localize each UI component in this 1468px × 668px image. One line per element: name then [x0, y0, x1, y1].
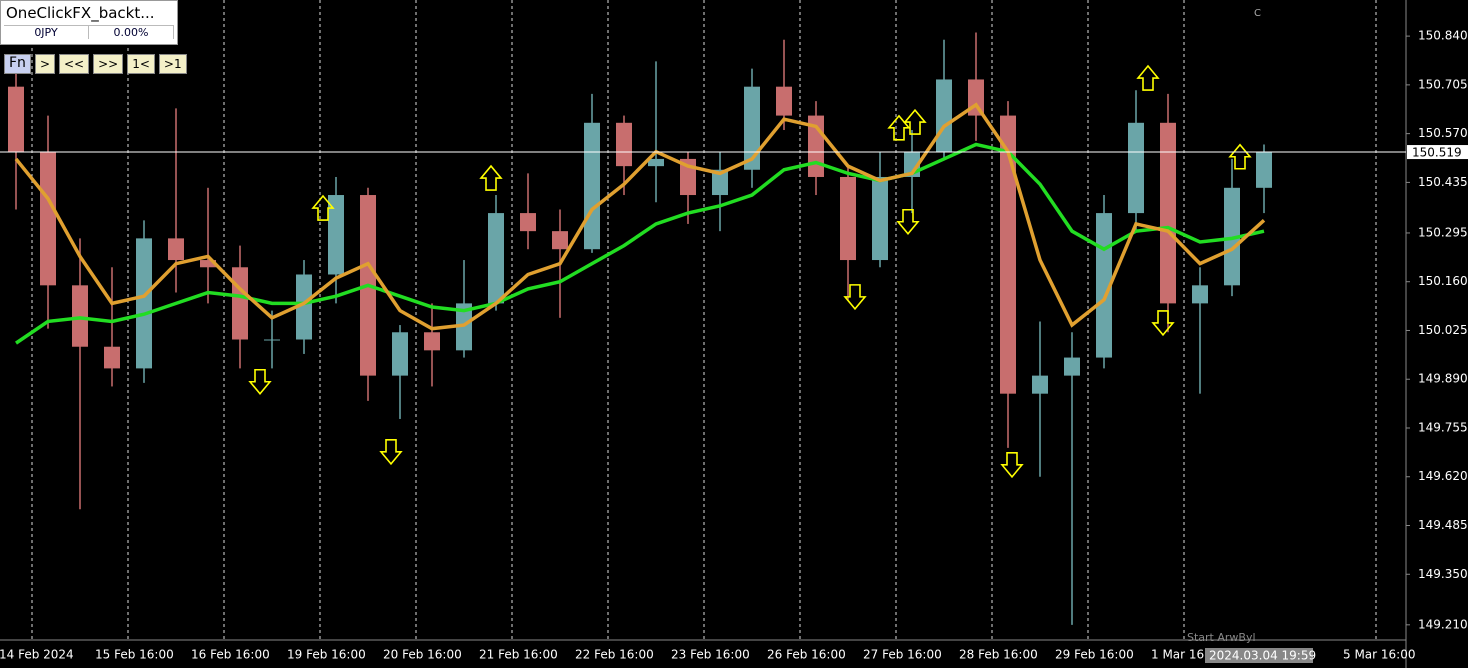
- x-tick-label: 26 Feb 16:00: [767, 648, 846, 662]
- y-tick-label: 150.435: [1418, 175, 1468, 189]
- x-tick-label: 14 Feb 2024: [0, 648, 74, 662]
- y-tick-label: 149.890: [1418, 372, 1468, 386]
- corner-mark: C: [1254, 8, 1261, 19]
- up-arrow: [887, 114, 911, 141]
- x-tick-label: 29 Feb 16:00: [1055, 648, 1134, 662]
- candle-body: [1160, 122, 1176, 304]
- x-tick-label: 23 Feb 16:00: [671, 648, 750, 662]
- cursor-time: 2024.03.04 19:59: [1209, 649, 1316, 663]
- toolbar-button[interactable]: 1<: [127, 54, 155, 74]
- candle-body: [424, 332, 440, 351]
- candle-body: [776, 86, 792, 116]
- candle-body: [1064, 357, 1080, 376]
- down-arrow: [1151, 310, 1175, 337]
- candle-body: [392, 332, 408, 376]
- toolbar-button[interactable]: >: [34, 54, 55, 74]
- candle-body: [232, 267, 248, 340]
- candle-body: [872, 176, 888, 261]
- x-tick-label: 5 Mar 16:00: [1343, 648, 1416, 662]
- down-arrow: [896, 208, 920, 236]
- symbol: 0JPY: [4, 26, 89, 39]
- y-tick-label: 149.620: [1418, 469, 1468, 483]
- toolbar-button[interactable]: Fn: [4, 54, 31, 74]
- candle-body: [264, 339, 280, 341]
- toolbar-button[interactable]: <<: [59, 54, 90, 74]
- toolbar-button[interactable]: >1: [158, 54, 187, 74]
- x-tick-label: 19 Feb 16:00: [287, 648, 366, 662]
- candle-body: [296, 274, 312, 340]
- candle-body: [168, 238, 184, 261]
- candle-body: [1096, 213, 1112, 358]
- candle-body: [1192, 285, 1208, 304]
- panel-title: OneClickFX_backt...: [6, 4, 155, 22]
- candle-body: [1000, 115, 1016, 394]
- candle-body: [712, 169, 728, 196]
- y-tick-label: 149.485: [1418, 518, 1468, 532]
- candle-body: [328, 195, 344, 275]
- candle-body: [488, 213, 504, 304]
- x-tick-label: 27 Feb 16:00: [863, 648, 942, 662]
- candle-body: [1032, 375, 1048, 394]
- candle-body: [616, 122, 632, 167]
- candle-body: [936, 79, 952, 152]
- down-arrow: [379, 439, 403, 466]
- profit: 0.00%: [89, 26, 174, 39]
- candle-body: [552, 231, 568, 250]
- toolbar-button[interactable]: >>: [93, 54, 124, 74]
- candle-body: [1224, 187, 1240, 286]
- y-tick-label: 150.025: [1418, 323, 1468, 337]
- x-tick-label: 20 Feb 16:00: [383, 648, 462, 662]
- candle-body: [136, 238, 152, 369]
- x-tick-label: 22 Feb 16:00: [575, 648, 654, 662]
- x-tick-label: 28 Feb 16:00: [959, 648, 1038, 662]
- ea-panel: OneClickFX_backt... 0JPY 0.00%: [0, 0, 178, 45]
- current-price-label: 150.519: [1412, 146, 1462, 160]
- down-arrow: [248, 368, 272, 396]
- y-tick-label: 150.160: [1418, 274, 1468, 288]
- y-tick-label: 149.210: [1418, 617, 1468, 631]
- candle-body: [1128, 122, 1144, 214]
- up-arrow: [479, 164, 503, 191]
- current-price-box: [1407, 145, 1468, 160]
- up-arrow: [1136, 64, 1160, 91]
- x-tick-label: 16 Feb 16:00: [191, 648, 270, 662]
- y-tick-label: 149.350: [1418, 567, 1468, 581]
- down-arrow: [1000, 452, 1024, 479]
- candle-body: [456, 303, 472, 351]
- ma-line: [15, 142, 1265, 345]
- toolbar: Fn > << >> 1< >1: [4, 54, 187, 74]
- indicator-label: Start ArwByl: [1187, 631, 1256, 644]
- candle-body: [40, 151, 56, 286]
- cursor-time-box: [1205, 648, 1313, 663]
- ma-line: [14, 102, 1266, 331]
- y-tick-label: 150.705: [1418, 77, 1468, 91]
- x-tick-label: 21 Feb 16:00: [479, 648, 558, 662]
- y-tick-label: 150.295: [1418, 225, 1468, 239]
- candle-body: [520, 213, 536, 232]
- y-tick-label: 149.755: [1418, 420, 1468, 434]
- candle-body: [8, 86, 24, 152]
- up-arrow: [1228, 143, 1252, 170]
- candle-body: [840, 176, 856, 261]
- candle-body: [1256, 151, 1272, 188]
- candle-body: [200, 260, 216, 268]
- down-arrow: [843, 284, 867, 311]
- up-arrow: [311, 194, 335, 221]
- x-tick-label: 15 Feb 16:00: [95, 648, 174, 662]
- candle-body: [104, 346, 120, 369]
- candle-body: [72, 285, 88, 347]
- up-arrow: [903, 108, 927, 135]
- y-tick-label: 150.570: [1418, 126, 1468, 140]
- y-tick-label: 150.840: [1418, 29, 1468, 43]
- candle-body: [584, 122, 600, 250]
- candle-body: [648, 158, 664, 167]
- candle-body: [744, 86, 760, 170]
